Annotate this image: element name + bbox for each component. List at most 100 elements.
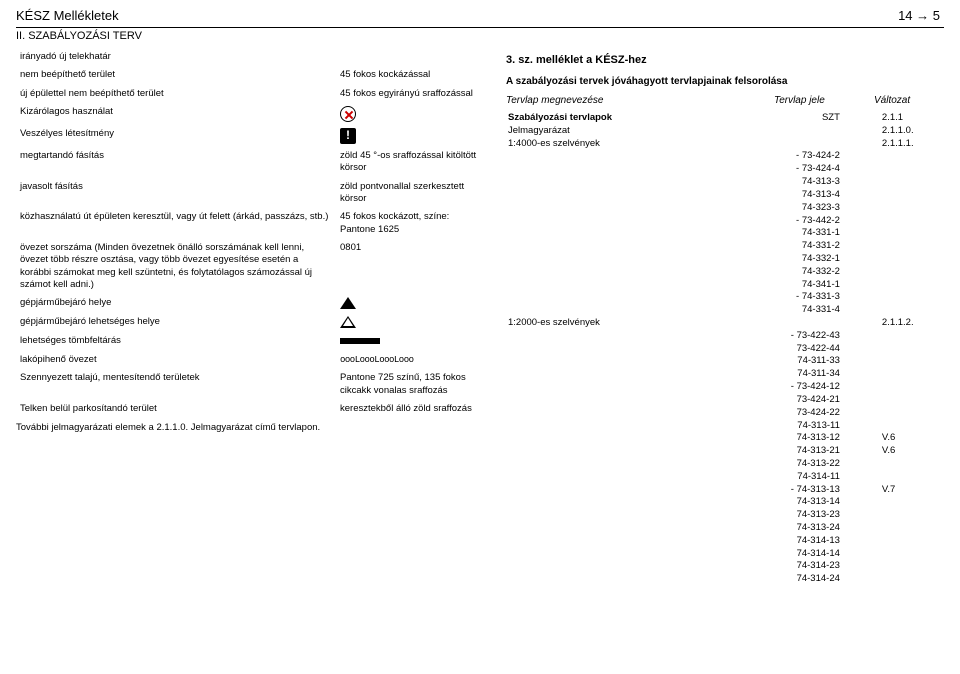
row-code: - 74-331-3 (784, 291, 880, 304)
legend-row: új épülettel nem beépíthető terület45 fo… (16, 85, 486, 103)
row-variant (880, 163, 944, 176)
legend-term: javasolt fásítás (16, 178, 336, 209)
row-name (506, 240, 784, 253)
appendix-row: 74-323-3 (506, 202, 944, 215)
legend-desc (336, 294, 486, 313)
right-column: 3. sz. melléklet a KÉSZ-hez A szabályozá… (500, 48, 944, 586)
legend-footer: További jelmagyarázati elemek a 2.1.1.0.… (16, 418, 486, 437)
row-variant (880, 343, 944, 356)
appendix-row: 74-313-24 (506, 522, 944, 535)
row-code: - 73-424-2 (784, 150, 880, 163)
row-code: 74-332-2 (784, 266, 880, 279)
legend-row: lehetséges tömbfeltárás (16, 332, 486, 350)
row-variant (880, 240, 944, 253)
appendix-row: 1:4000-es szelvények 2.1.1.1. (506, 138, 944, 151)
row-code: 74-313-14 (784, 496, 880, 509)
row-code: 74-314-13 (784, 535, 880, 548)
legend-row: gépjárműbejáró helye (16, 294, 486, 313)
legend-desc (336, 103, 486, 125)
row-name (506, 496, 784, 509)
row-variant (880, 253, 944, 266)
appendix-row: - 74-313-13V.7 (506, 484, 944, 497)
row-name (506, 150, 784, 163)
row-name (506, 394, 784, 407)
legend-desc: zöld 45 °-os sraffozással kitöltött körs… (336, 147, 486, 178)
row-variant (880, 368, 944, 381)
row-name (506, 432, 784, 445)
row-name: 1:4000-es szelvények (506, 138, 784, 151)
row-code: 74-313-4 (784, 189, 880, 202)
page-header: KÉSZ Mellékletek 14 → 5 (0, 0, 960, 27)
legend-term: Szennyezett talajú, mentesítendő terület… (16, 369, 336, 400)
appendix-row: 74-314-13 (506, 535, 944, 548)
appendix-subtitle: A szabályozási tervek jóváhagyott tervla… (506, 76, 944, 87)
row-variant (880, 381, 944, 394)
legend-desc: 45 fokos egyirányú sraffozással (336, 85, 486, 103)
row-code: 74-311-34 (784, 368, 880, 381)
row-code: 74-313-3 (784, 176, 880, 189)
row-name (506, 343, 784, 356)
legend-desc-text: oooLoooLoooLooo (340, 355, 414, 365)
row-variant (880, 535, 944, 548)
row-variant (880, 394, 944, 407)
row-code: 74-311-33 (784, 355, 880, 368)
row-variant: 2.1.1.2. (880, 317, 944, 330)
legend-term: nem beépíthető terület (16, 66, 336, 84)
appendix-row: 74-311-33 (506, 355, 944, 368)
legend-desc-text: zöld pontvonallal szerkesztett körsor (340, 181, 464, 204)
row-code (784, 138, 880, 151)
legend-desc-text: 45 fokos kockázással (340, 69, 430, 80)
row-code: 74-341-1 (784, 279, 880, 292)
legend-term: lakópihenő övezet (16, 351, 336, 370)
appendix-row: 74-314-23 (506, 560, 944, 573)
head-c3: Változat (874, 95, 944, 106)
row-name (506, 291, 784, 304)
legend-desc: zöld pontvonallal szerkesztett körsor (336, 178, 486, 209)
row-name (506, 381, 784, 394)
header-left: KÉSZ Mellékletek (16, 8, 119, 23)
legend-desc: keresztekből álló zöld sraffozás (336, 400, 486, 418)
row-code: 73-424-22 (784, 407, 880, 420)
legend-desc-text: 0801 (340, 242, 361, 253)
row-code: 74-313-22 (784, 458, 880, 471)
appendix-row: 74-332-2 (506, 266, 944, 279)
row-variant (880, 496, 944, 509)
row-code (784, 317, 880, 330)
appendix-row: Jelmagyarázat2.1.1.0. (506, 125, 944, 138)
row-variant (880, 355, 944, 368)
appendix-row: 73-424-21 (506, 394, 944, 407)
row-variant (880, 202, 944, 215)
appendix-row: 74-341-1 (506, 279, 944, 292)
appendix-row: 74-314-24 (506, 573, 944, 586)
row-name (506, 445, 784, 458)
row-variant (880, 573, 944, 586)
appendix-row: 74-331-2 (506, 240, 944, 253)
row-code: SZT (784, 112, 880, 125)
appendix-row: 74-313-12V.6 (506, 432, 944, 445)
row-name (506, 202, 784, 215)
legend-row: Kizárólagos használat (16, 103, 486, 125)
legend-desc: ! (336, 125, 486, 147)
row-variant: 2.1.1.1. (880, 138, 944, 151)
legend-term: irányadó új telekhatár (16, 48, 336, 66)
row-name (506, 215, 784, 228)
appendix-row: 74-313-14 (506, 496, 944, 509)
row-name (506, 253, 784, 266)
left-column: irányadó új telekhatárnem beépíthető ter… (16, 48, 486, 586)
legend-term: gépjárműbejáró lehetséges helye (16, 313, 336, 332)
legend-term: övezet sorszáma (Minden övezetnek önálló… (16, 239, 336, 294)
row-variant: 2.1.1 (880, 112, 944, 125)
appendix-row: 74-313-23 (506, 509, 944, 522)
legend-term: közhasználatú út épületen keresztül, vag… (16, 208, 336, 239)
prohibited-icon (340, 106, 356, 122)
columns: irányadó új telekhatárnem beépíthető ter… (0, 48, 960, 586)
legend-desc (336, 48, 486, 66)
row-name (506, 573, 784, 586)
thick-line-icon (340, 338, 380, 344)
row-code: 73-422-44 (784, 343, 880, 356)
appendix-table: Szabályozási tervlapokSZT2.1.1Jelmagyará… (506, 112, 944, 586)
row-variant (880, 266, 944, 279)
row-name (506, 522, 784, 535)
triangle-filled-icon (340, 297, 356, 309)
head-c2: Tervlap jele (774, 95, 874, 106)
